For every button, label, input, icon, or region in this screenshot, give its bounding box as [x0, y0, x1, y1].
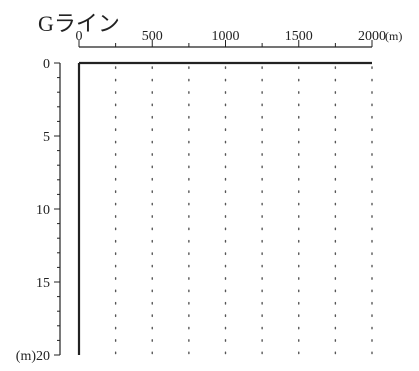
x-tick-label: 0 [76, 29, 83, 44]
x-tick-label: 2000 [358, 29, 386, 44]
y-axis: 0 5 10 15 (m)20 [16, 57, 61, 364]
x-unit-label: (m) [385, 29, 402, 43]
series-layer [77, 61, 372, 355]
y-tick-label: 10 [36, 203, 50, 218]
x-tick-label: 1000 [212, 29, 240, 44]
x-tick-label: 500 [142, 29, 163, 44]
y-tick-label: (m)20 [16, 349, 50, 364]
grid-layer [114, 66, 373, 362]
x-axis: 0 500 1000 1500 2000 (m) [76, 29, 402, 48]
y-tick-label: 5 [43, 130, 50, 145]
y-tick-label: 15 [36, 276, 50, 291]
y-tick-label: 0 [43, 57, 50, 72]
x-tick-label: 1500 [285, 29, 313, 44]
chart-title: Gライン [38, 11, 120, 36]
